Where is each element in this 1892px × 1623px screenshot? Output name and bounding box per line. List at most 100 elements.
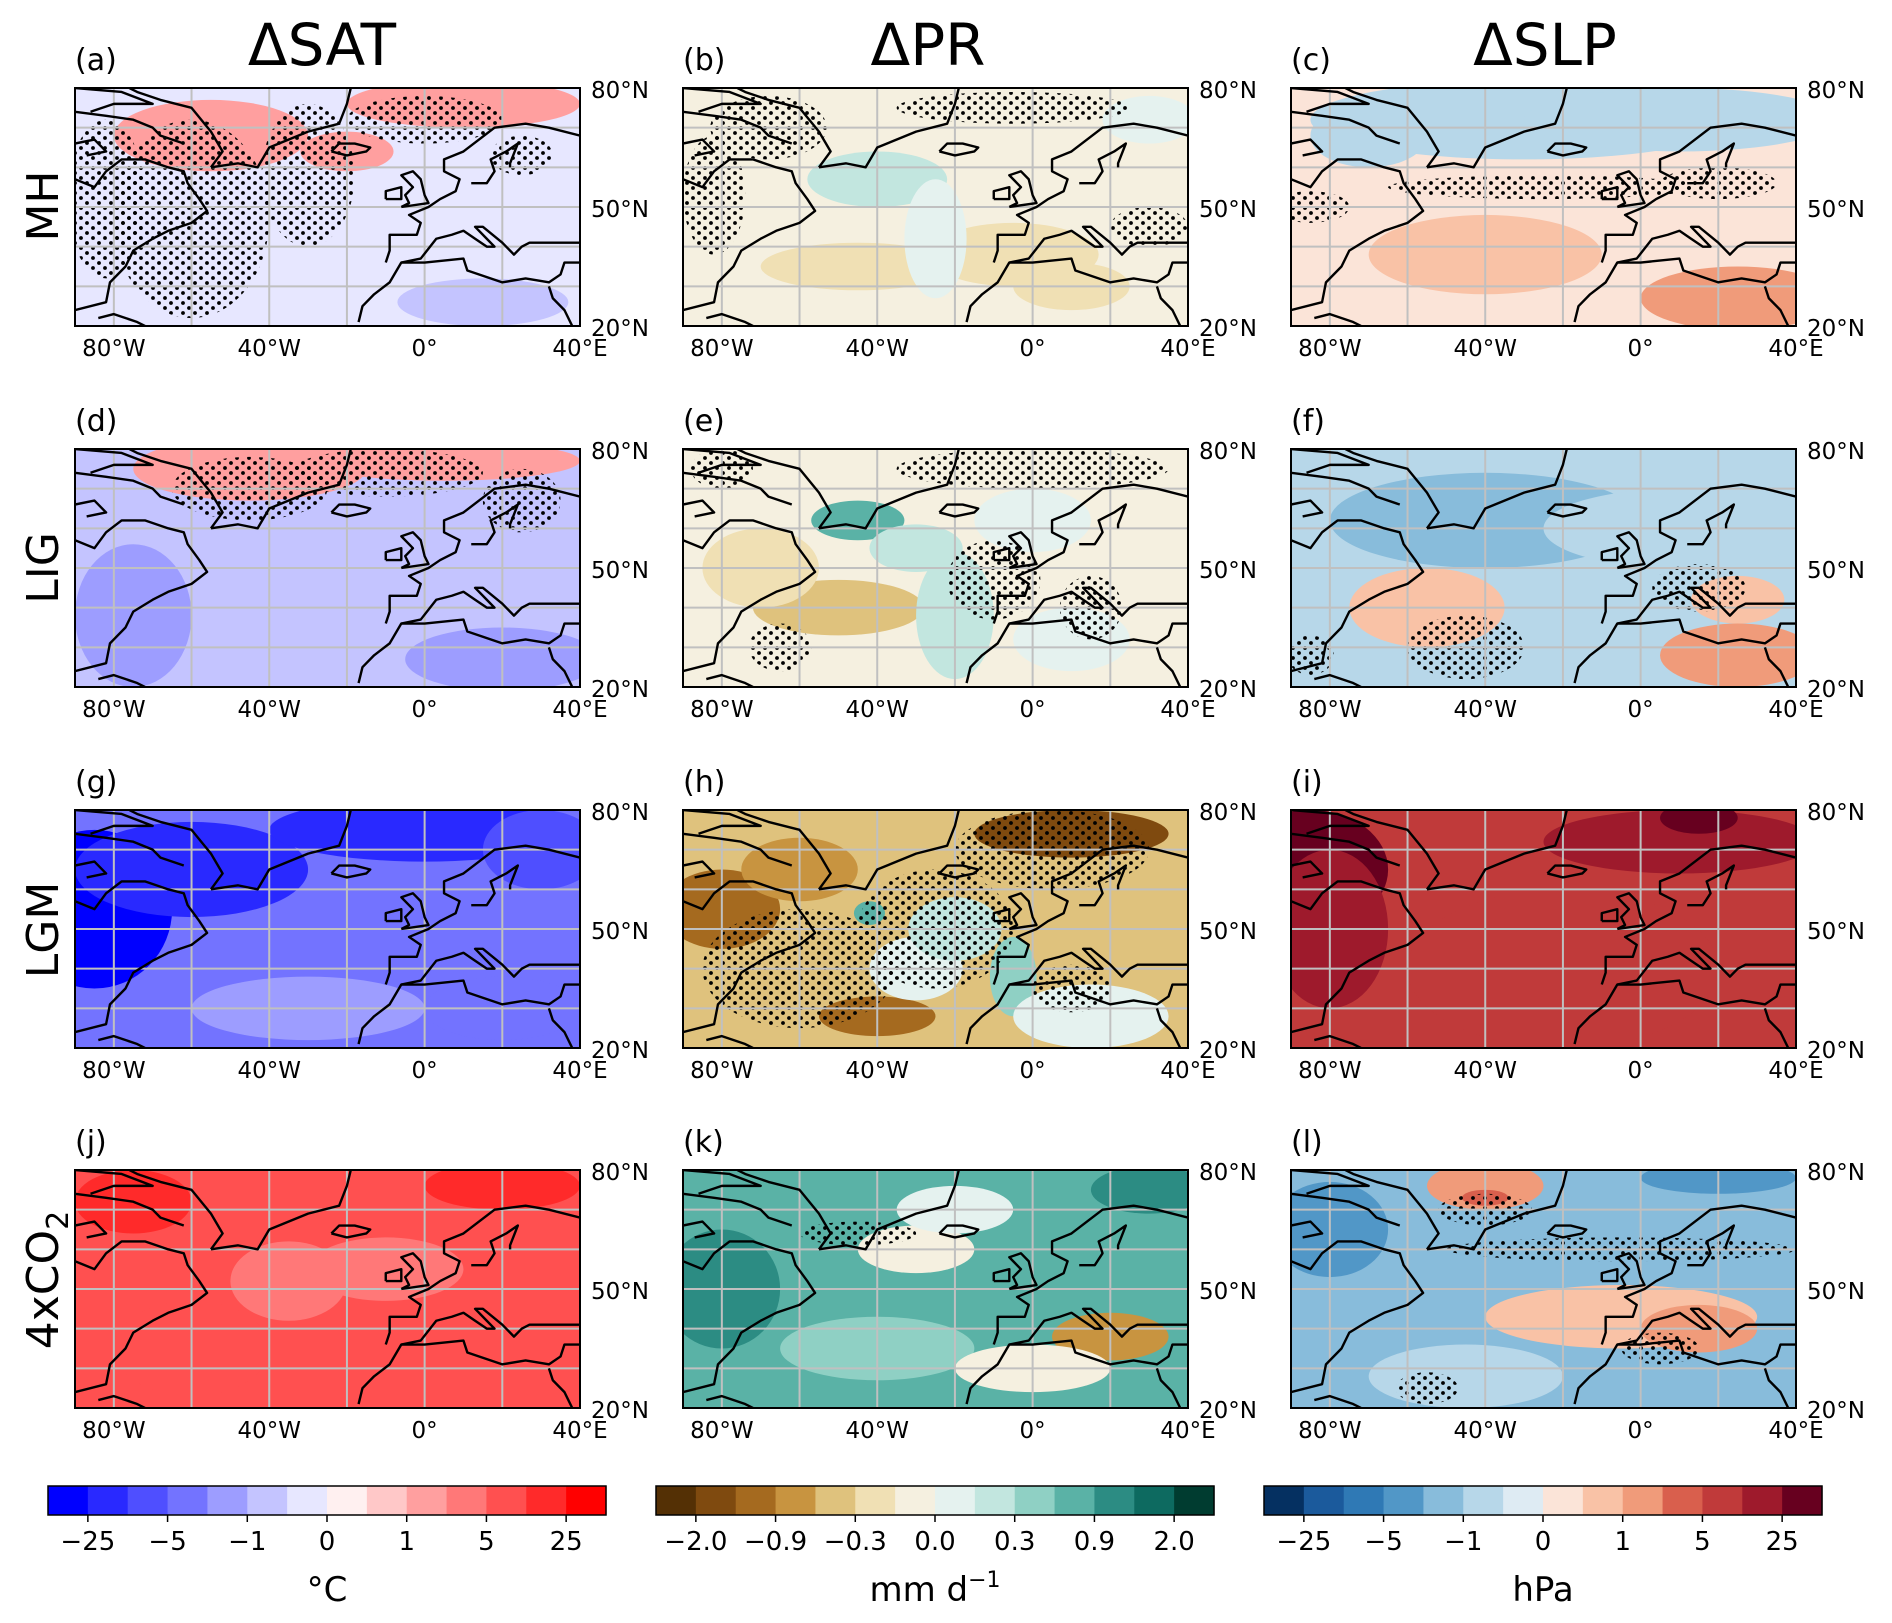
panel-letter: (j) [75, 1125, 107, 1160]
significance-stippling [896, 91, 1130, 124]
colorbar-units: hPa [1512, 1570, 1573, 1610]
coastline [401, 225, 580, 264]
significance-stippling [1291, 635, 1334, 676]
coastline [1426, 88, 1568, 169]
lat-tick-label: 20°N [1199, 1038, 1257, 1064]
map-field [1291, 810, 1796, 1048]
colorbar-tick-label: 0.3 [994, 1527, 1035, 1557]
coastline [330, 503, 372, 518]
coastline [683, 138, 716, 157]
map-panels: (a) 80°N 50°N 20°N 80°W 40°W 0° 40°E (b) 80°N 50°N… [74, 43, 1865, 1444]
anomaly-contour [1524, 88, 1796, 152]
colorbar-swatch [1303, 1486, 1345, 1515]
anomaly-contour [811, 500, 905, 541]
lon-tick-label: 0° [1628, 1058, 1654, 1084]
lon-tick-label: 80°W [82, 697, 146, 723]
lat-tick-label: 50°N [1199, 919, 1257, 945]
lat-tick-label: 50°N [591, 919, 649, 945]
lon-tick-label: 40°W [237, 697, 301, 723]
coastline [1008, 170, 1038, 209]
coastline [1008, 892, 1038, 931]
lon-tick-label: 40°E [1160, 336, 1215, 362]
coastline [210, 449, 352, 530]
panel-letter: (h) [683, 765, 725, 800]
coastline [471, 142, 520, 185]
coastline [384, 1204, 580, 1345]
coastline [98, 1034, 147, 1048]
colorbar-swatch [1174, 1486, 1215, 1515]
coastline [75, 880, 209, 1034]
coastline [75, 1220, 108, 1239]
coastline [818, 88, 960, 169]
colorbar-swatch [1463, 1486, 1504, 1515]
lon-tick-label: 40°W [237, 336, 301, 362]
map-field [1291, 1170, 1796, 1408]
coastline [1314, 1034, 1363, 1048]
panel-letter: (g) [75, 765, 117, 800]
coastline [992, 1204, 1188, 1345]
lon-tick-label: 40°W [845, 1058, 909, 1084]
colorbar-swatch [1582, 1486, 1624, 1515]
lat-tick-label: 80°N [591, 439, 649, 465]
coastline [683, 499, 716, 518]
coastline [1291, 1240, 1425, 1394]
map-frame [682, 87, 1189, 327]
colorbar-pr: −2.0 −0.9 −0.3 0.0 0.3 0.9 2.0 mm d−1 [655, 1485, 1215, 1610]
anomaly-contour [904, 179, 967, 299]
significance-stippling [1110, 207, 1188, 247]
coastline [992, 546, 1011, 562]
lat-tick-label: 80°N [1199, 439, 1257, 465]
map-frame [682, 1169, 1189, 1409]
coastline [75, 449, 154, 474]
coastline [1617, 1307, 1796, 1346]
map-field [683, 1170, 1188, 1408]
row-label-mh: MH [18, 170, 69, 241]
coastline [471, 864, 520, 907]
coastline [330, 864, 372, 879]
colorbar-swatch [1543, 1486, 1584, 1515]
coastline [683, 519, 817, 673]
coastline [1291, 1220, 1324, 1239]
lat-tick-label: 50°N [1199, 558, 1257, 584]
coastline [357, 1339, 580, 1405]
coastline [128, 449, 224, 530]
column-titles: ΔSAT ΔPR ΔSLP [248, 11, 1617, 79]
coastline [471, 1224, 520, 1267]
coastline [1573, 618, 1796, 684]
significance-stippling [799, 1221, 917, 1246]
coastline [992, 185, 1011, 201]
lon-tick-label: 80°W [690, 336, 754, 362]
panel-letter: (c) [1291, 43, 1331, 78]
coastline [1687, 503, 1736, 546]
coastline [357, 618, 580, 684]
map-frame [682, 809, 1189, 1049]
column-title-slp: ΔSLP [1473, 11, 1617, 79]
coastline [1426, 810, 1568, 891]
coastline [992, 483, 1188, 624]
colorbars: −25 −5 −1 0 1 5 25 °C −2.0 −0.9 −0.3 0.0 0.3 0.9 2.0 mm… [47, 1485, 1823, 1610]
colorbar-units: mm d−1 [869, 1568, 1000, 1610]
coastline [98, 673, 147, 687]
map-frame [74, 87, 581, 327]
coastline [384, 483, 580, 624]
coastline [547, 285, 574, 326]
coastline [384, 546, 403, 562]
lat-tick-label: 20°N [591, 677, 649, 703]
anomaly-contour [397, 278, 569, 326]
lon-tick-label: 80°W [690, 1418, 754, 1444]
coastline [1291, 860, 1324, 879]
row-label-4xco2: 4xCO2 [18, 1211, 76, 1349]
lon-tick-label: 40°W [845, 697, 909, 723]
coastline [75, 1170, 154, 1195]
colorbar-swatch [1264, 1486, 1305, 1515]
coastline [1008, 531, 1038, 570]
lat-tick-label: 50°N [1199, 197, 1257, 223]
coastline [1155, 646, 1182, 687]
coastline [400, 170, 430, 209]
coastline [1617, 947, 1796, 986]
coastline [1009, 1307, 1188, 1346]
colorbar-tick-label: 2.0 [1153, 1527, 1194, 1557]
colorbar-sat: −25 −5 −1 0 1 5 25 °C [47, 1485, 607, 1610]
lat-tick-label: 20°N [591, 1038, 649, 1064]
colorbar-swatch [974, 1486, 1016, 1515]
